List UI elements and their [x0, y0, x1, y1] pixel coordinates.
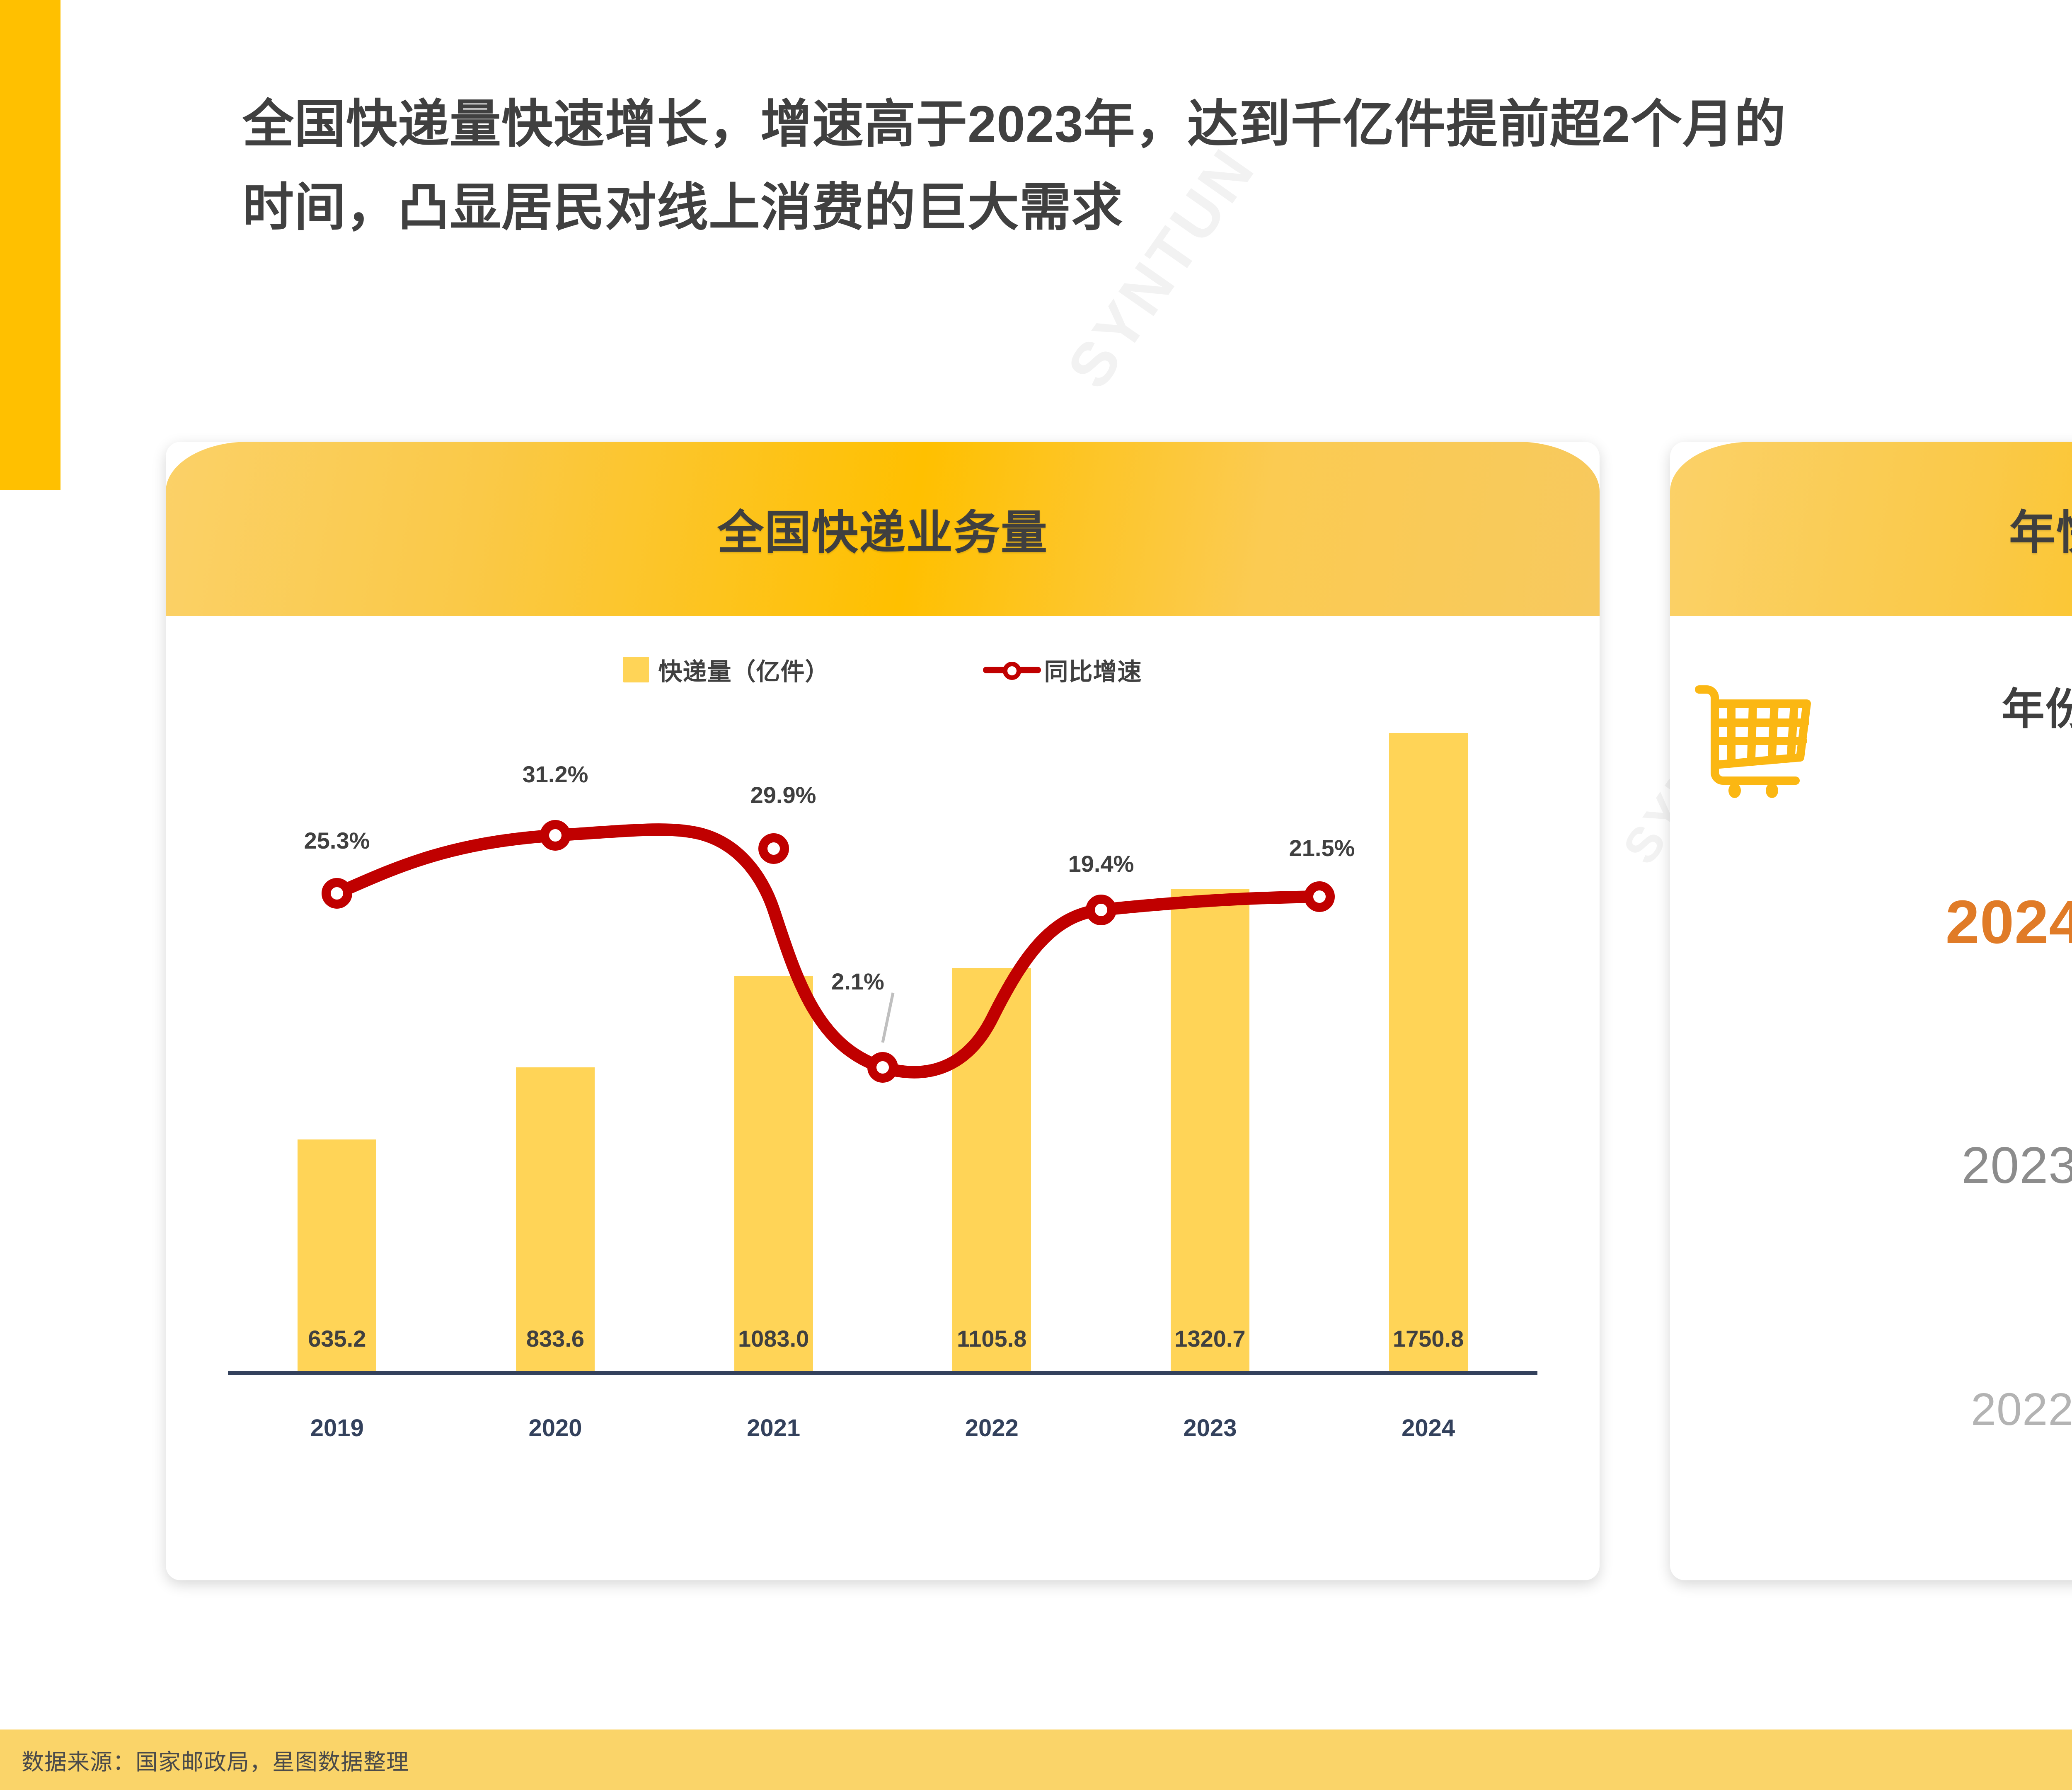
- chart-plot-area: 635.2 833.6 1083.0 1105.8: [228, 703, 1537, 1478]
- milestone-card-title: 年快递业务量突破千亿件耗时（天）: [2009, 507, 2072, 559]
- bar-value-2022: 1105.8: [957, 1326, 1027, 1352]
- milestone-card: 年快递业务量突破千亿件耗时（天） 年份: [1670, 442, 2072, 1580]
- value-year-2022: 2022年: [1970, 1384, 2072, 1435]
- footer-source: 数据来源：国家邮政局，星图数据整理: [22, 1749, 409, 1775]
- bar-column: 1083.0: [665, 733, 882, 1371]
- shopping-cart-icon: [1695, 678, 1811, 798]
- page-title-line-2: 时间，凸显居民对线上消费的巨大需求: [242, 179, 1123, 236]
- column-header-year: 年份: [2001, 685, 2072, 733]
- x-label-2020: 2020: [528, 1415, 582, 1442]
- bar-column: 1750.8: [1319, 733, 1537, 1371]
- x-axis-labels: 2019 2020 2021 2022 2023 2024: [228, 1414, 1537, 1442]
- bar-value-2020: 833.6: [526, 1326, 585, 1352]
- bar-column: 1320.7: [1101, 733, 1319, 1371]
- bar-column: 635.2: [228, 733, 446, 1371]
- bar-2023: 1320.7: [1170, 889, 1249, 1371]
- bar-value-2023: 1320.7: [1174, 1326, 1246, 1352]
- chart-card-body: 快递量（亿件） 同比增速 635.2 833.6: [166, 616, 1600, 1580]
- bar-series: 635.2 833.6 1083.0 1105.8: [228, 733, 1537, 1371]
- x-label-2021: 2021: [747, 1415, 801, 1442]
- legend-line-marker-icon: [983, 657, 1041, 682]
- bar-value-2021: 1083.0: [738, 1326, 809, 1352]
- bar-value-2019: 635.2: [308, 1326, 366, 1352]
- legend-bar-label: 快递量（亿件）: [658, 658, 830, 685]
- page-title: 全国快递量快速增长，增速高于2023年，达到千亿件提前超2个月的 时间，凸显居民…: [242, 83, 2072, 249]
- bar-2021: 1083.0: [734, 976, 813, 1371]
- chart-card-title: 全国快递业务量: [717, 507, 1048, 559]
- table-row: 2022年 335天 12.1: [1807, 1283, 2072, 1527]
- x-label-2019: 2019: [310, 1415, 364, 1442]
- page-title-line-1: 全国快递量快速增长，增速高于2023年，达到千亿件提前超2个月的: [242, 96, 1786, 153]
- legend-line-label: 同比增速: [1044, 658, 1142, 685]
- bar-value-2024: 1750.8: [1392, 1326, 1464, 1352]
- pct-label-2023: 19.4%: [1068, 851, 1134, 877]
- chart-card-header: 全国快递业务量: [166, 442, 1600, 616]
- x-label-2024: 2024: [1402, 1415, 1455, 1442]
- pct-label-2021: 29.9%: [750, 782, 816, 808]
- table-header-row: 年份 耗时 突破日期: [1807, 616, 2072, 794]
- pct-label-2022: 2.1%: [831, 968, 884, 994]
- x-label-2023: 2023: [1183, 1415, 1237, 1442]
- pct-label-2019: 25.3%: [304, 827, 370, 854]
- value-year-2023: 2023年: [1961, 1137, 2072, 1194]
- footer-bar: 数据来源：国家邮政局，星图数据整理 数据让生意更好！Data turn biz …: [0, 1730, 2072, 1790]
- cell-year-2023: 2023年: [1807, 1123, 2072, 1198]
- bar-2019: 635.2: [298, 1139, 377, 1371]
- table-row: 2023年 296天 10.23: [1807, 1038, 2072, 1283]
- legend-item-line: 同比增速: [983, 652, 1142, 687]
- pct-label-2024: 21.5%: [1289, 835, 1355, 861]
- chart-card: 全国快递业务量 快递量（亿件） 同比增速 635.2: [166, 442, 1600, 1580]
- left-accent-bar: [0, 0, 61, 490]
- bar-2020: 833.6: [516, 1067, 595, 1371]
- bar-column: 1105.8: [883, 733, 1101, 1371]
- bar-2022: 1105.8: [952, 968, 1031, 1371]
- cell-year-2022: 2022年: [1807, 1372, 2072, 1438]
- chart-legend: 快递量（亿件） 同比增速: [166, 652, 1600, 687]
- legend-item-bar: 快递量（亿件）: [623, 652, 829, 687]
- pct-label-2020: 31.2%: [522, 761, 588, 787]
- bar-column: 833.6: [447, 733, 664, 1371]
- milestone-card-header: 年快递业务量突破千亿件耗时（天）: [1670, 442, 2072, 616]
- x-axis-line: [228, 1371, 1537, 1375]
- x-label-2022: 2022: [965, 1415, 1019, 1442]
- legend-bar-swatch-icon: [623, 657, 649, 682]
- bar-2024: 1750.8: [1389, 733, 1468, 1371]
